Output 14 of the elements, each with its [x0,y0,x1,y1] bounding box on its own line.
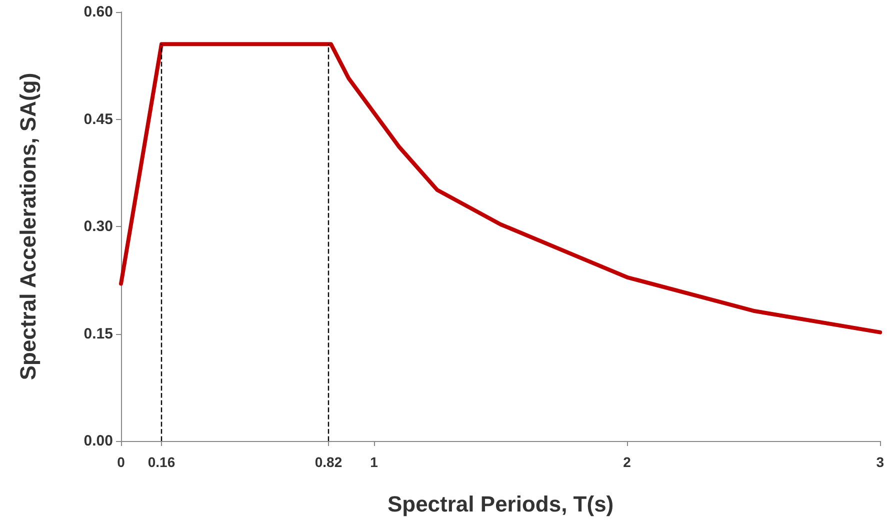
x-tick-label: 0.82 [314,454,342,470]
x-tick-label: 2 [623,454,632,470]
y-tick-label: 0.00 [84,432,113,450]
y-axis-title: Spectral Accelerations, SA(g) [16,72,40,380]
x-tick-label: 3 [876,454,884,470]
x-tick-label: 1 [370,454,378,470]
y-tick-label: 0.60 [84,4,113,20]
y-tick-label: 0.15 [84,325,113,342]
y-tick-label: 0.45 [84,110,113,128]
y-tick-label: 0.30 [84,218,113,235]
x-axis-title: Spectral Periods, T(s) [387,492,614,516]
x-tick-label: 0 [117,454,126,470]
line-series [119,42,882,334]
x-tick-label: 0.16 [148,454,176,470]
